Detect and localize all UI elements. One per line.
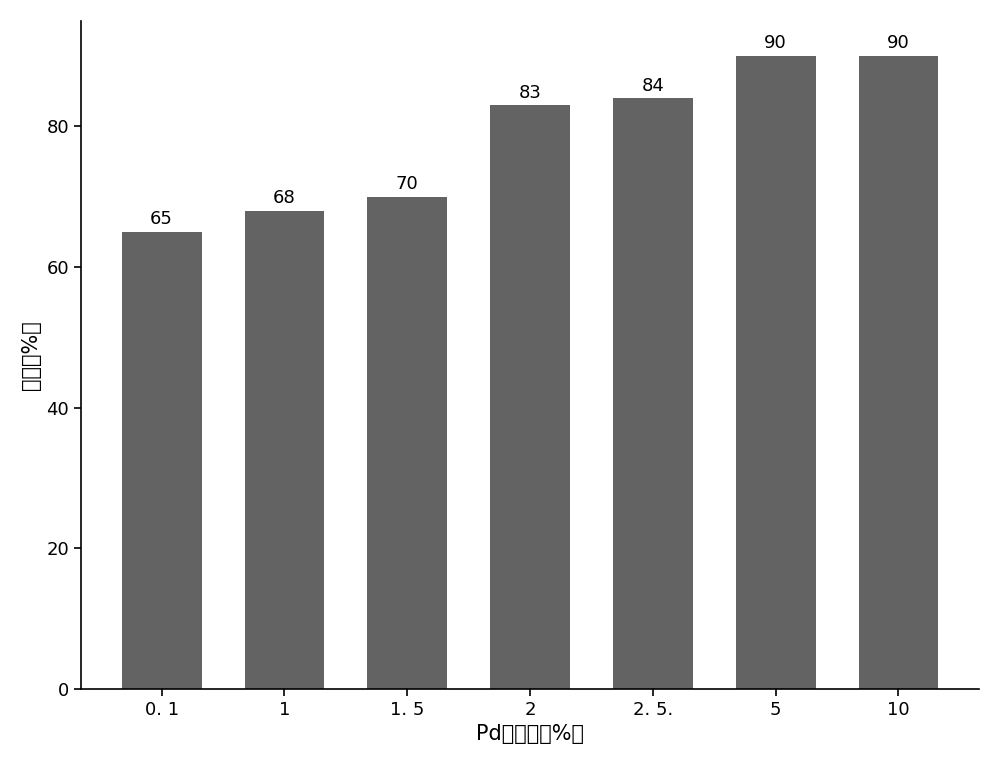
Bar	[736, 56, 816, 689]
Text: 90: 90	[887, 34, 910, 53]
Bar	[613, 98, 693, 688]
X-axis label: Pd负载量（%）: Pd负载量（%）	[476, 724, 584, 744]
Bar	[245, 210, 324, 688]
Bar	[859, 56, 938, 689]
Text: 90: 90	[764, 34, 787, 53]
Bar	[490, 106, 570, 689]
Text: 70: 70	[396, 175, 419, 193]
Text: 83: 83	[519, 83, 541, 102]
Text: 84: 84	[641, 76, 664, 95]
Text: 65: 65	[150, 210, 173, 228]
Y-axis label: 产率（%）: 产率（%）	[21, 320, 41, 389]
Bar	[122, 232, 202, 688]
Bar	[367, 197, 447, 688]
Text: 68: 68	[273, 189, 296, 207]
